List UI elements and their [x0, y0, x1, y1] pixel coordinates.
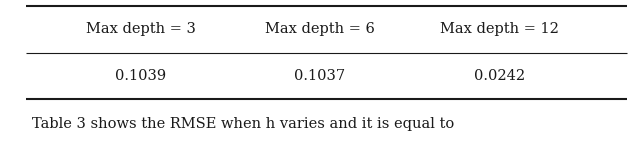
Text: Max depth = 6: Max depth = 6: [265, 22, 375, 36]
Text: 0.1039: 0.1039: [115, 69, 166, 83]
Text: 0.1037: 0.1037: [294, 69, 346, 83]
Text: Max depth = 3: Max depth = 3: [86, 22, 196, 36]
Text: Max depth = 12: Max depth = 12: [440, 22, 559, 36]
Text: Table 3 shows the RMSE when h varies and it is equal to: Table 3 shows the RMSE when h varies and…: [32, 117, 454, 130]
Text: 0.0242: 0.0242: [474, 69, 525, 83]
